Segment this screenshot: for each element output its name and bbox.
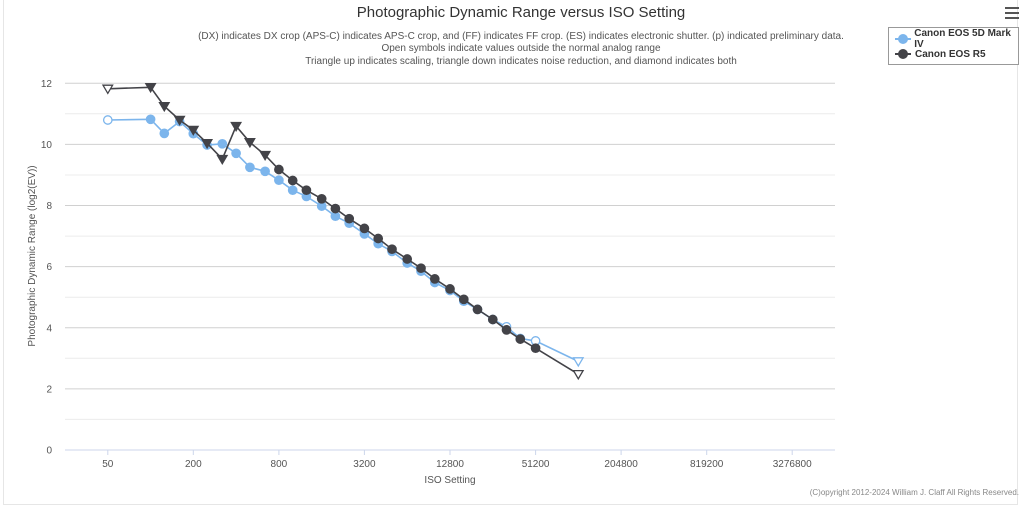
x-axis-label: ISO Setting <box>424 475 475 486</box>
y-tick-label: 0 <box>46 446 52 457</box>
data-point[interactable] <box>274 164 284 175</box>
legend-label-5d-mark-iv: Canon EOS 5D Mark IV <box>914 28 1011 50</box>
y-tick-label: 8 <box>46 201 52 212</box>
x-tick-label: 819200 <box>690 459 724 470</box>
data-point[interactable] <box>387 244 397 255</box>
x-tick-label: 50 <box>102 459 114 470</box>
legend: Canon EOS 5D Mark IV Canon EOS R5 <box>888 27 1019 65</box>
hamburger-menu-icon[interactable] <box>1005 7 1019 19</box>
data-point[interactable] <box>230 121 243 132</box>
data-point[interactable] <box>158 101 171 113</box>
data-point[interactable] <box>145 114 156 125</box>
data-point[interactable] <box>144 83 157 94</box>
chart-subtitle-line-2: Open symbols indicate values outside the… <box>381 43 660 54</box>
data-point[interactable] <box>429 274 440 284</box>
data-point[interactable] <box>201 138 214 150</box>
series-2 <box>101 83 585 381</box>
data-point[interactable] <box>231 148 241 159</box>
x-tick-label: 51200 <box>522 459 550 470</box>
data-point[interactable] <box>259 150 272 161</box>
data-point[interactable] <box>260 166 270 177</box>
data-point[interactable] <box>572 357 585 368</box>
data-point[interactable] <box>402 254 413 264</box>
y-tick-label: 2 <box>46 384 52 395</box>
grid <box>65 82 835 451</box>
data-point[interactable] <box>344 213 355 224</box>
x-tick-label: 3276800 <box>773 459 812 470</box>
data-point[interactable] <box>274 175 284 186</box>
data-point[interactable] <box>445 284 455 294</box>
data-point[interactable] <box>217 138 228 149</box>
series <box>101 83 585 381</box>
data-point[interactable] <box>287 175 298 186</box>
x-tick-label: 204800 <box>604 459 638 470</box>
x-tick-label: 12800 <box>436 459 464 470</box>
y-tick-label: 6 <box>46 262 52 273</box>
chart-title: Photographic Dynamic Range versus ISO Se… <box>357 4 686 21</box>
legend-symbol-r5 <box>895 48 911 60</box>
data-point[interactable] <box>102 115 113 125</box>
data-point[interactable] <box>572 369 585 381</box>
data-point[interactable] <box>245 162 255 173</box>
copyright-credit: (C)opyright 2012-2024 William J. Claff A… <box>810 488 1019 497</box>
data-point[interactable] <box>159 128 170 139</box>
data-point[interactable] <box>287 185 298 196</box>
x-tick-label: 3200 <box>353 459 376 470</box>
y-tick-label: 4 <box>46 323 52 334</box>
data-point[interactable] <box>501 325 512 335</box>
series-1 <box>102 114 585 368</box>
y-axis-ticks: 0 2 4 6 8 10 12 <box>41 79 53 457</box>
legend-item-canon-eos-r5[interactable]: Canon EOS R5 <box>895 47 986 61</box>
data-point[interactable] <box>243 138 256 149</box>
x-tick-label: 200 <box>185 459 202 470</box>
x-axis-ticks: 50 200 800 3200 12800 51200 204800 819200 327680… <box>65 449 835 470</box>
data-point[interactable] <box>330 203 341 214</box>
data-point[interactable] <box>416 263 426 274</box>
chart-container <box>3 0 1018 505</box>
data-point[interactable] <box>487 314 498 325</box>
data-point[interactable] <box>472 304 483 315</box>
data-point[interactable] <box>301 185 312 196</box>
data-point[interactable] <box>530 343 541 354</box>
legend-symbol-5d-mark-iv <box>895 33 911 45</box>
data-point[interactable] <box>316 193 327 204</box>
data-point[interactable] <box>173 115 186 126</box>
legend-label-r5: Canon EOS R5 <box>915 48 986 60</box>
data-point[interactable] <box>373 233 384 244</box>
y-tick-label: 12 <box>41 79 53 90</box>
data-point[interactable] <box>515 334 526 344</box>
data-point[interactable] <box>458 294 469 305</box>
legend-item-canon-eos-5d-mark-iv[interactable]: Canon EOS 5D Mark IV <box>895 28 1018 50</box>
data-point[interactable] <box>359 223 370 234</box>
chart-subtitle-line-1: (DX) indicates DX crop (APS-C) indicates… <box>198 31 844 42</box>
x-tick-label: 800 <box>271 459 288 470</box>
data-point[interactable] <box>101 84 114 95</box>
y-tick-label: 10 <box>41 140 53 151</box>
data-point[interactable] <box>187 125 200 136</box>
y-axis-label: Photographic Dynamic Range (log2(EV)) <box>27 165 38 346</box>
data-point[interactable] <box>216 154 229 165</box>
chart-subtitle-line-3: Triangle up indicates scaling, triangle … <box>305 56 737 67</box>
